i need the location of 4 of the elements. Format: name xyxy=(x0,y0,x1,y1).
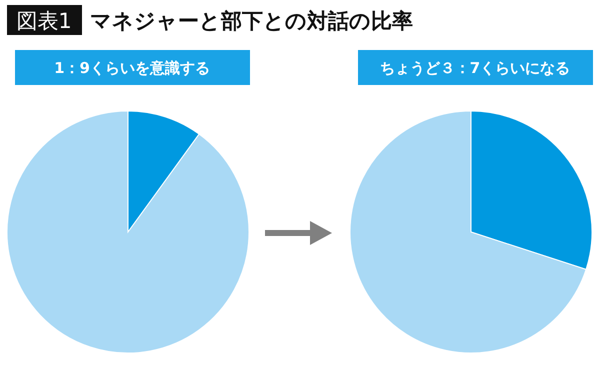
text: マネジャーと部下との対話の比率 xyxy=(90,9,413,33)
chart-title: ちょうど３：7くらいになる xyxy=(380,59,570,77)
text: 図表1 xyxy=(16,9,72,33)
chart-title: 1：9くらいを意識する xyxy=(54,59,210,77)
